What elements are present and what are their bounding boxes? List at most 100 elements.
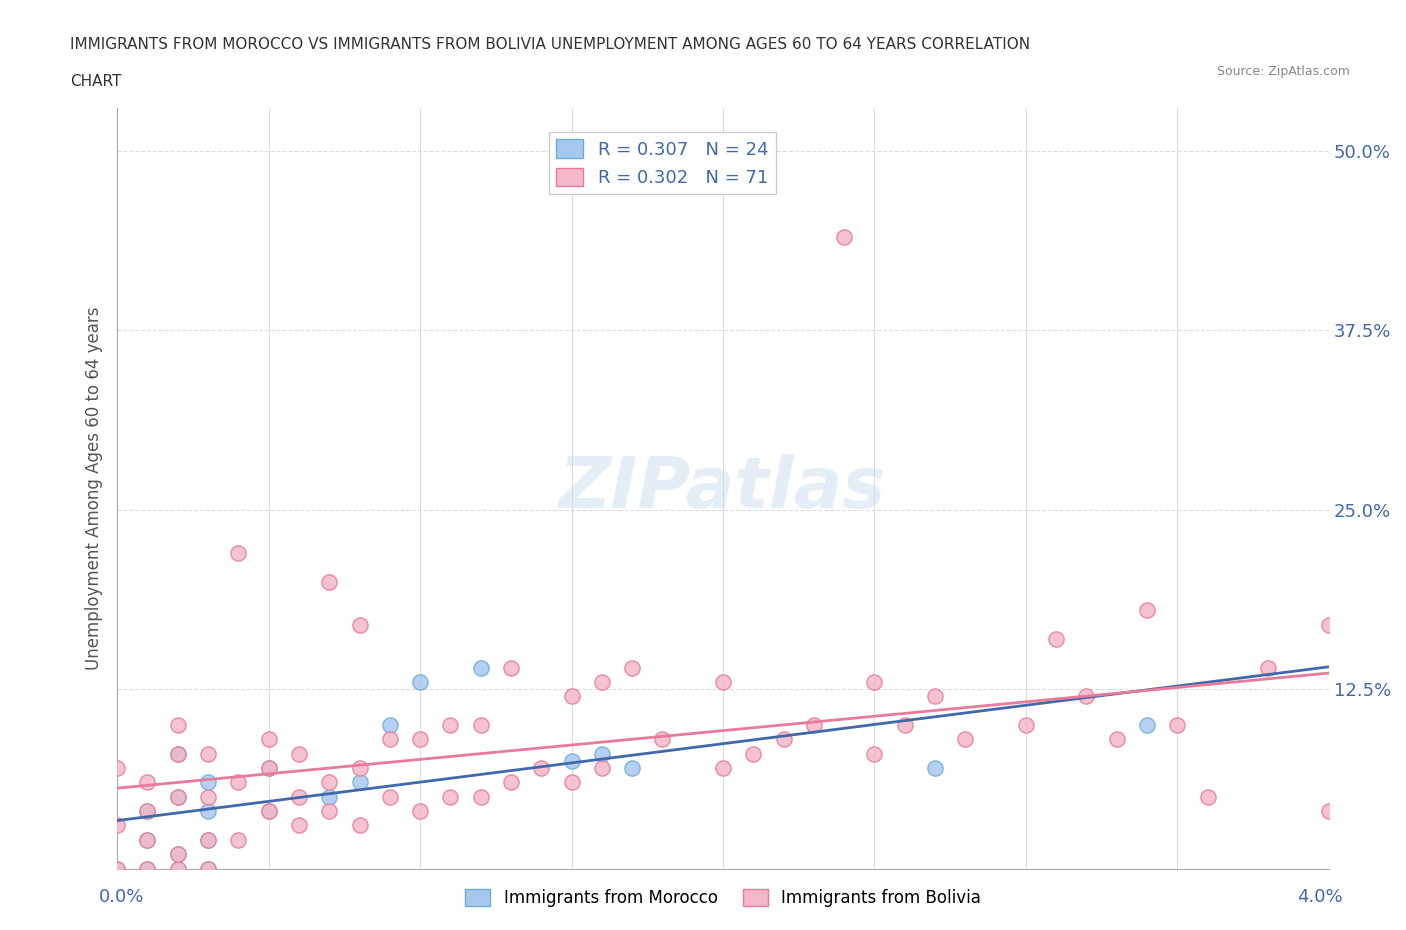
Point (105, 761, 128, 776)
Point (197, 804, 219, 818)
Point (136, 832, 159, 847)
Point (166, 846, 188, 861)
Legend: R = 0.307   N = 24, R = 0.302   N = 71: R = 0.307 N = 24, R = 0.302 N = 71 (550, 132, 776, 194)
Point (166, 861, 188, 876)
Point (470, 790, 492, 804)
Point (228, 832, 250, 847)
Point (349, 775, 371, 790)
Point (591, 674, 613, 689)
Point (560, 689, 582, 704)
Point (893, 718, 915, 733)
Point (772, 732, 794, 747)
Point (197, 790, 219, 804)
Point (409, 804, 432, 818)
Point (288, 790, 311, 804)
Point (955, 732, 977, 747)
Point (197, 832, 219, 847)
Text: IMMIGRANTS FROM MOROCCO VS IMMIGRANTS FROM BOLIVIA UNEMPLOYMENT AMONG AGES 60 TO: IMMIGRANTS FROM MOROCCO VS IMMIGRANTS FR… (70, 37, 1031, 52)
Y-axis label: Unemployment Among Ages 60 to 64 years: Unemployment Among Ages 60 to 64 years (86, 307, 103, 670)
Point (832, 230, 855, 245)
Point (136, 861, 159, 876)
Point (166, 861, 188, 876)
Point (378, 732, 401, 747)
Point (1348, 775, 1371, 790)
Point (228, 545, 250, 560)
Point (499, 775, 522, 790)
Point (105, 818, 128, 833)
Point (136, 775, 159, 790)
Point (136, 804, 159, 818)
Point (621, 761, 644, 776)
Point (257, 804, 280, 818)
Point (1257, 660, 1279, 675)
Point (136, 861, 159, 876)
Point (409, 732, 432, 747)
Point (803, 718, 825, 733)
Point (711, 761, 734, 776)
Text: ZIPatlas: ZIPatlas (560, 454, 887, 523)
Point (257, 732, 280, 747)
Point (257, 761, 280, 776)
Point (105, 861, 128, 876)
Point (378, 718, 401, 733)
Point (166, 846, 188, 861)
Point (1317, 804, 1340, 818)
Point (1105, 732, 1128, 747)
Text: CHART: CHART (70, 74, 122, 89)
Point (197, 861, 219, 876)
Point (621, 660, 644, 675)
Point (136, 804, 159, 818)
Point (318, 790, 340, 804)
Point (318, 574, 340, 589)
Point (470, 718, 492, 733)
Point (1166, 718, 1188, 733)
Point (378, 790, 401, 804)
Point (166, 718, 188, 733)
Text: Source: ZipAtlas.com: Source: ZipAtlas.com (1216, 65, 1350, 78)
Point (166, 790, 188, 804)
Point (318, 804, 340, 818)
Point (349, 761, 371, 776)
Point (136, 832, 159, 847)
Point (863, 746, 886, 761)
Point (257, 761, 280, 776)
Point (591, 746, 613, 761)
Point (1136, 718, 1159, 733)
Point (470, 660, 492, 675)
Point (288, 818, 311, 833)
Point (318, 775, 340, 790)
Point (349, 618, 371, 632)
Point (651, 732, 673, 747)
Point (166, 790, 188, 804)
Point (1015, 718, 1038, 733)
Point (591, 761, 613, 776)
Point (439, 790, 461, 804)
Point (197, 746, 219, 761)
Point (1197, 790, 1219, 804)
Point (105, 861, 128, 876)
Point (1317, 618, 1340, 632)
Point (560, 753, 582, 768)
Point (197, 775, 219, 790)
Point (228, 775, 250, 790)
Point (711, 674, 734, 689)
Point (530, 761, 553, 776)
Point (1045, 631, 1067, 646)
Point (409, 674, 432, 689)
Point (288, 746, 311, 761)
Point (742, 746, 765, 761)
Point (863, 674, 886, 689)
Point (924, 689, 946, 704)
Point (439, 718, 461, 733)
Point (1076, 689, 1098, 704)
Point (499, 660, 522, 675)
Point (197, 832, 219, 847)
Point (166, 746, 188, 761)
Point (349, 818, 371, 833)
Point (1136, 603, 1159, 618)
Point (166, 746, 188, 761)
Text: 0.0%: 0.0% (98, 888, 143, 906)
Point (1378, 703, 1400, 718)
Point (924, 761, 946, 776)
Point (197, 861, 219, 876)
